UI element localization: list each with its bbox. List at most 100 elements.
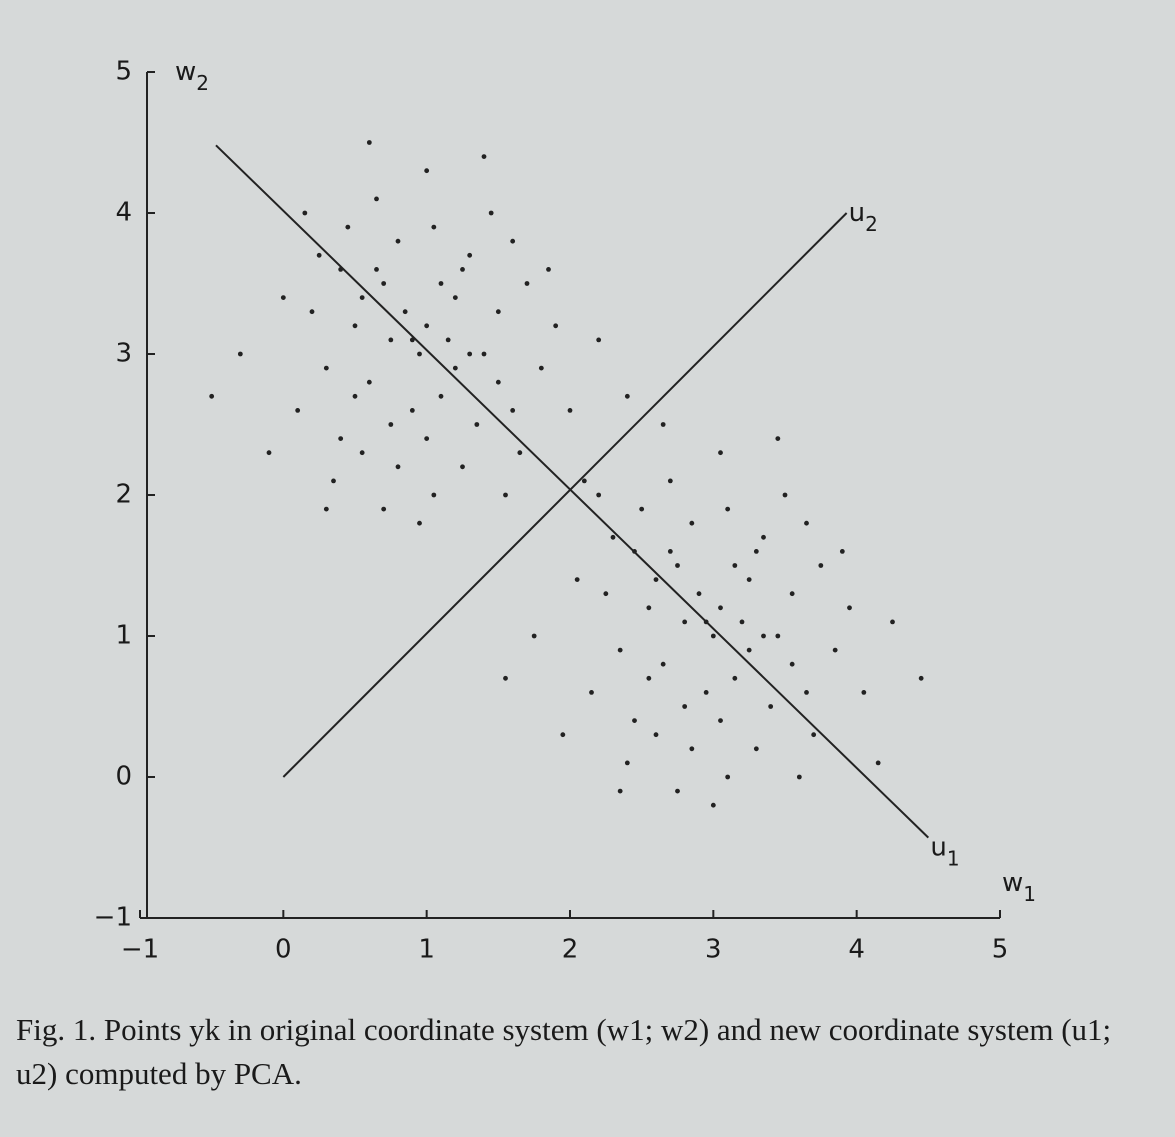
point <box>460 267 465 272</box>
point <box>452 295 458 300</box>
x-tick-label: 4 <box>848 935 865 965</box>
point <box>646 675 652 681</box>
point <box>481 154 487 160</box>
point <box>746 647 752 653</box>
y-tick-label: 1 <box>115 621 132 651</box>
point <box>331 478 336 484</box>
point <box>452 365 458 371</box>
point <box>567 408 573 413</box>
point <box>481 351 487 357</box>
point <box>761 534 766 540</box>
point <box>689 746 695 752</box>
point <box>610 534 616 540</box>
line-label-sub: 1 <box>947 846 960 870</box>
point <box>703 690 709 695</box>
point <box>381 506 387 512</box>
x-tick-label: 5 <box>992 935 1009 965</box>
point <box>374 196 379 202</box>
point <box>789 661 795 667</box>
point <box>596 492 602 498</box>
point <box>804 690 809 695</box>
point <box>323 506 329 512</box>
line-label: u1 <box>930 832 959 870</box>
point <box>832 647 838 653</box>
point <box>696 591 702 597</box>
point <box>839 549 845 554</box>
point <box>732 563 738 568</box>
x-axis-label-sub: 1 <box>1023 882 1036 906</box>
point <box>789 591 795 597</box>
point <box>495 379 501 385</box>
point <box>818 563 824 568</box>
point <box>338 436 344 441</box>
line-label-base: u <box>930 832 946 862</box>
point <box>352 323 358 329</box>
point <box>431 492 437 498</box>
point <box>323 365 329 371</box>
point <box>402 309 408 315</box>
point <box>417 351 422 357</box>
point <box>811 732 817 738</box>
x-tick-label: 0 <box>275 935 292 965</box>
point <box>675 563 680 568</box>
point <box>667 478 673 484</box>
point <box>718 718 723 723</box>
point <box>596 337 602 343</box>
x-tick-label: 1 <box>418 935 435 965</box>
point <box>474 422 480 427</box>
point <box>682 704 688 709</box>
point <box>682 619 688 625</box>
axis-line <box>215 144 930 839</box>
y-tick-label: 0 <box>115 762 132 792</box>
point <box>617 788 623 794</box>
point <box>510 238 516 244</box>
x-axis-label: w1 <box>1002 868 1036 906</box>
point <box>753 549 759 554</box>
point <box>524 281 530 286</box>
y-axis-label-sub: 2 <box>196 71 209 95</box>
point <box>366 140 372 145</box>
point <box>388 422 394 427</box>
point <box>574 577 580 582</box>
point <box>796 774 802 780</box>
point <box>460 464 465 470</box>
point <box>546 267 551 272</box>
point <box>431 224 437 230</box>
point <box>359 450 365 456</box>
point <box>632 718 637 723</box>
x-tick-label: 2 <box>562 935 579 965</box>
point <box>761 633 766 639</box>
point <box>875 760 881 766</box>
point <box>675 788 680 794</box>
point <box>209 393 215 399</box>
point <box>517 450 523 456</box>
x-axis-label-base: w <box>1002 868 1023 898</box>
point <box>495 309 501 315</box>
y-axis-label-base: w <box>175 57 196 87</box>
x-tick-label: 3 <box>705 935 722 965</box>
point <box>316 252 322 258</box>
point <box>718 605 723 611</box>
point <box>560 732 566 738</box>
caption: Fig. 1. Points yk in original coordinate… <box>16 1012 1112 1091</box>
point <box>409 408 415 413</box>
point <box>374 267 379 272</box>
point <box>467 351 473 357</box>
point <box>639 506 645 512</box>
point <box>553 323 559 329</box>
point <box>660 661 666 667</box>
point <box>624 393 630 399</box>
point <box>581 478 587 484</box>
y-tick-label: 5 <box>115 57 132 87</box>
axis-line <box>282 212 848 778</box>
point <box>445 337 451 343</box>
point <box>366 379 372 385</box>
point <box>295 408 301 413</box>
point <box>689 520 695 526</box>
point <box>381 281 387 286</box>
point <box>510 408 516 413</box>
point <box>710 802 716 808</box>
point <box>718 450 723 456</box>
